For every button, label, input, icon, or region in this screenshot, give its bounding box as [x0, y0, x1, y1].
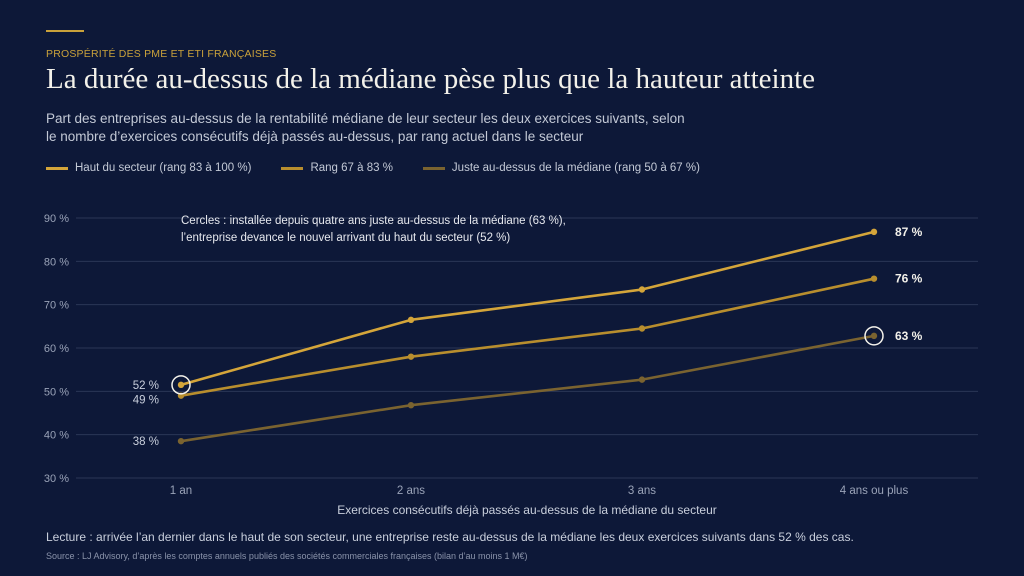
data-point [638, 286, 646, 293]
series-line [180, 230, 875, 387]
series-line [180, 277, 875, 397]
legend-label-middle: Rang 67 à 83 % [310, 162, 393, 174]
end-value-label: 87 % [895, 225, 923, 239]
data-point [870, 275, 878, 282]
legend-swatch-middle [281, 166, 304, 170]
y-tick-label: 70 % [44, 300, 69, 312]
accent-bar [46, 30, 84, 32]
data-point [407, 316, 415, 324]
legend: Haut du secteur (rang 83 à 100 %) Rang 6… [46, 162, 700, 174]
y-tick-label: 50 % [44, 386, 69, 398]
annotation-line: l’entreprise devance le nouvel arrivant … [181, 232, 510, 244]
legend-item-median: Juste au-dessus de la médiane (rang 50 à… [422, 162, 700, 174]
start-value-label: 49 % [133, 395, 159, 407]
source-note: Source : LJ Advisory, d’après les compte… [46, 551, 528, 561]
end-value-label: 76 % [895, 272, 923, 286]
y-tick-label: 90 % [44, 213, 69, 225]
data-point [177, 381, 185, 389]
highlight-circle [864, 326, 884, 346]
legend-label-top: Haut du secteur (rang 83 à 100 %) [75, 162, 252, 174]
y-tick-label: 30 % [44, 473, 69, 485]
y-tick-label: 60 % [44, 343, 69, 355]
data-point [870, 228, 878, 236]
x-axis-title: Exercices consécutifs déjà passés au-des… [337, 503, 717, 517]
data-point [638, 376, 646, 383]
start-value-label: 38 % [133, 436, 159, 448]
annotation-line: Cercles : installée depuis quatre ans ju… [181, 215, 566, 227]
data-point [177, 437, 185, 445]
x-tick-label: 3 ans [628, 485, 656, 497]
data-point [638, 325, 646, 332]
reading-note: Lecture : arrivée l’an dernier dans le h… [46, 530, 854, 544]
data-point [407, 353, 415, 360]
legend-swatch-top [46, 166, 68, 170]
legend-swatch-median [422, 166, 445, 170]
x-tick-label: 2 ans [397, 485, 425, 497]
highlight-circle [171, 375, 191, 395]
x-tick-label: 4 ans ou plus [840, 485, 909, 497]
series-line [180, 334, 875, 443]
x-tick-label: 1 an [170, 485, 192, 497]
y-tick-label: 40 % [44, 430, 69, 442]
data-point [407, 402, 415, 409]
y-tick-label: 80 % [44, 256, 69, 268]
chart-subtitle: Part des entreprises au-dessus de la ren… [46, 111, 685, 144]
legend-label-median: Juste au-dessus de la médiane (rang 50 à… [451, 162, 700, 174]
legend-item-top: Haut du secteur (rang 83 à 100 %) [46, 162, 251, 174]
start-value-label: 52 % [133, 380, 159, 392]
kicker: PROSPÉRITÉ DES PME ET ETI FRANÇAISES [46, 48, 277, 60]
end-value-label: 63 % [895, 329, 923, 343]
chart-title: La durée au-dessus de la médiane pèse pl… [46, 63, 815, 95]
legend-item-middle: Rang 67 à 83 % [281, 162, 393, 174]
data-point [870, 332, 878, 340]
